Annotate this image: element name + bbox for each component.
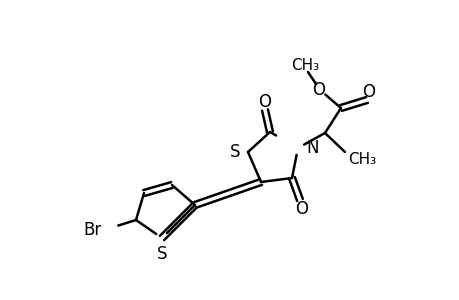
Text: O: O <box>258 93 271 111</box>
Text: O: O <box>295 200 308 218</box>
Text: Br: Br <box>84 221 102 239</box>
Text: S: S <box>157 245 167 263</box>
Text: N: N <box>305 139 318 157</box>
Text: O: O <box>312 81 325 99</box>
Text: CH₃: CH₃ <box>347 152 375 166</box>
Text: S: S <box>229 143 240 161</box>
Text: O: O <box>362 83 375 101</box>
Text: CH₃: CH₃ <box>290 58 319 73</box>
